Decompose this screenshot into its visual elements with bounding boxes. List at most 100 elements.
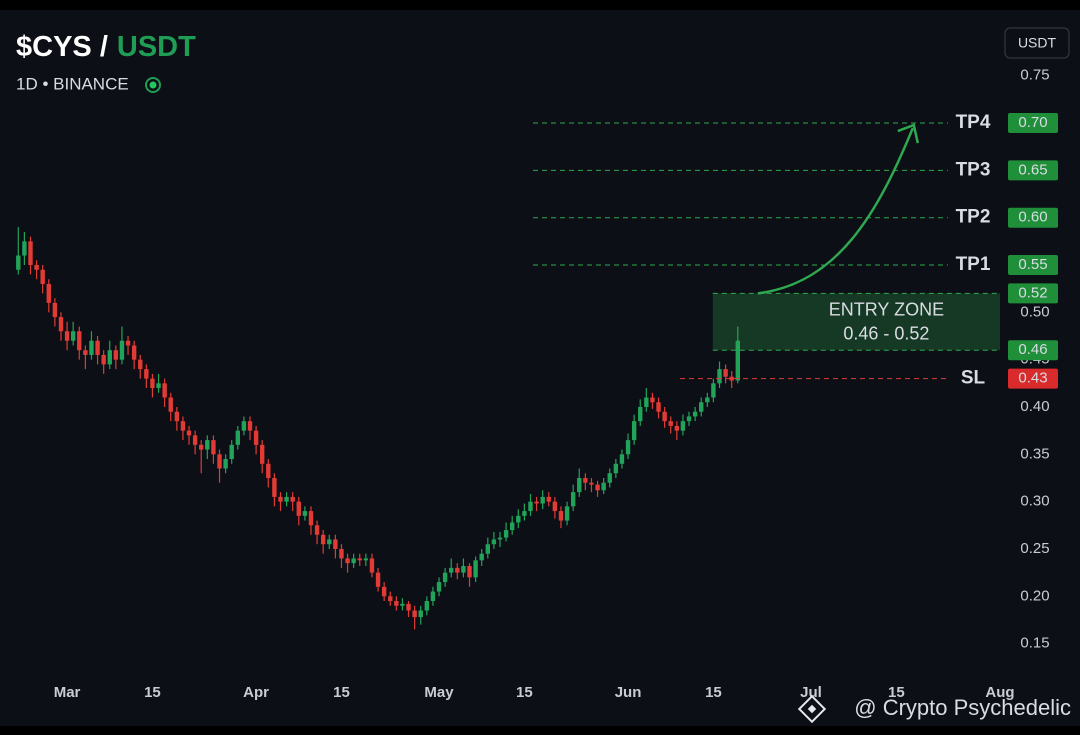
candle-body [564, 506, 570, 521]
level-badge-label: 0.65 [1018, 161, 1047, 178]
watermark: @ Crypto Psychedelic [854, 695, 1071, 720]
status-dot-ring [145, 77, 161, 93]
level-badge [1008, 368, 1058, 389]
candle-body [211, 440, 216, 455]
candle-body [699, 402, 704, 412]
candle-body [723, 369, 728, 377]
candle-body [64, 331, 70, 341]
level-badge [1008, 113, 1058, 134]
candle-body [644, 397, 649, 407]
candle-body [174, 411, 180, 422]
candle-body [241, 421, 247, 431]
candle-body [607, 473, 612, 483]
candle-body [534, 501, 539, 504]
candle-body [491, 539, 497, 545]
candle-body [339, 548, 344, 559]
candle-body [692, 411, 698, 417]
candle-body [235, 430, 241, 445]
candle-body [375, 572, 381, 587]
candle-body [186, 430, 192, 436]
candle-body [436, 582, 442, 592]
candle-body [601, 482, 606, 491]
x-tick-label: 15 [888, 684, 905, 701]
candle-body [473, 560, 478, 578]
candle-body [144, 369, 149, 379]
x-tick-label: Apr [243, 684, 269, 701]
candle-body [180, 421, 186, 431]
top-band [0, 0, 1080, 10]
candle-body [442, 572, 448, 583]
candle-body [650, 397, 655, 403]
candle-body [625, 440, 631, 455]
candle-body [686, 416, 692, 422]
candle-body [546, 496, 551, 502]
candle-body [205, 440, 210, 450]
x-tick-label: Aug [985, 684, 1014, 701]
candle-body [290, 496, 295, 502]
x-tick-label: May [424, 684, 454, 701]
entry-zone-range: 0.46 - 0.52 [843, 324, 929, 344]
candle-body [522, 511, 527, 516]
level-badge-label: 0.60 [1018, 209, 1047, 226]
candle-body [558, 511, 564, 521]
candle-body [46, 283, 51, 303]
candle-body [168, 397, 173, 412]
candle-body [381, 586, 387, 597]
candle-body [589, 482, 594, 485]
status-dot [149, 81, 157, 89]
candle-body [424, 601, 430, 611]
y-tick-label: 0.50 [1020, 303, 1049, 320]
candle-body [613, 463, 619, 474]
candle-body [461, 565, 466, 573]
candle-body [284, 496, 289, 502]
candle-body [351, 558, 356, 564]
candle-body [674, 425, 680, 431]
x-tick-label: 15 [333, 684, 350, 701]
chart-title: $CYS / USDT [16, 31, 196, 63]
candle-body [125, 340, 131, 346]
y-tick-label: 0.35 [1020, 445, 1049, 462]
candle-body [247, 421, 253, 431]
candle-body [272, 477, 277, 497]
candle-body [595, 484, 600, 491]
candle-body [509, 522, 515, 531]
currency-button[interactable] [1004, 27, 1070, 59]
candle-body [735, 340, 741, 381]
candle-body [552, 501, 558, 512]
candle-body [449, 567, 454, 573]
y-tick-label: 0.25 [1020, 540, 1049, 557]
candle-body [77, 331, 82, 351]
x-tick-label: Mar [54, 684, 81, 701]
candle-body [199, 444, 204, 450]
entry-zone [712, 293, 1000, 351]
level-name: TP3 [956, 159, 991, 180]
entry-badge-label: 0.52 [1018, 284, 1047, 301]
candle-body [394, 601, 399, 606]
candle-body [327, 539, 332, 545]
entry-zone-title: ENTRY ZONE [829, 300, 944, 320]
candle-body [363, 558, 369, 561]
candle-body [28, 241, 33, 266]
currency-button-label[interactable]: USDT [1018, 35, 1057, 51]
target-arrowhead [897, 123, 920, 144]
x-tick-label: Jul [800, 684, 822, 701]
candle-body [631, 421, 637, 441]
candle-body [418, 610, 423, 618]
level-name: SL [961, 368, 986, 389]
candle-body [577, 477, 582, 493]
candle-body [22, 241, 27, 256]
level-badge-label: 0.43 [1018, 370, 1047, 387]
candle-body [400, 603, 405, 606]
candle-body [516, 515, 521, 523]
candle-body [638, 406, 643, 422]
y-tick-label: 0.40 [1020, 398, 1049, 415]
candle-body [680, 421, 686, 431]
level-badge-label: 0.55 [1018, 256, 1047, 273]
candle-body [192, 435, 198, 445]
candle-body [119, 340, 125, 360]
entry-badge [1008, 340, 1058, 361]
candle-body [156, 383, 161, 389]
candle-body [485, 544, 491, 554]
